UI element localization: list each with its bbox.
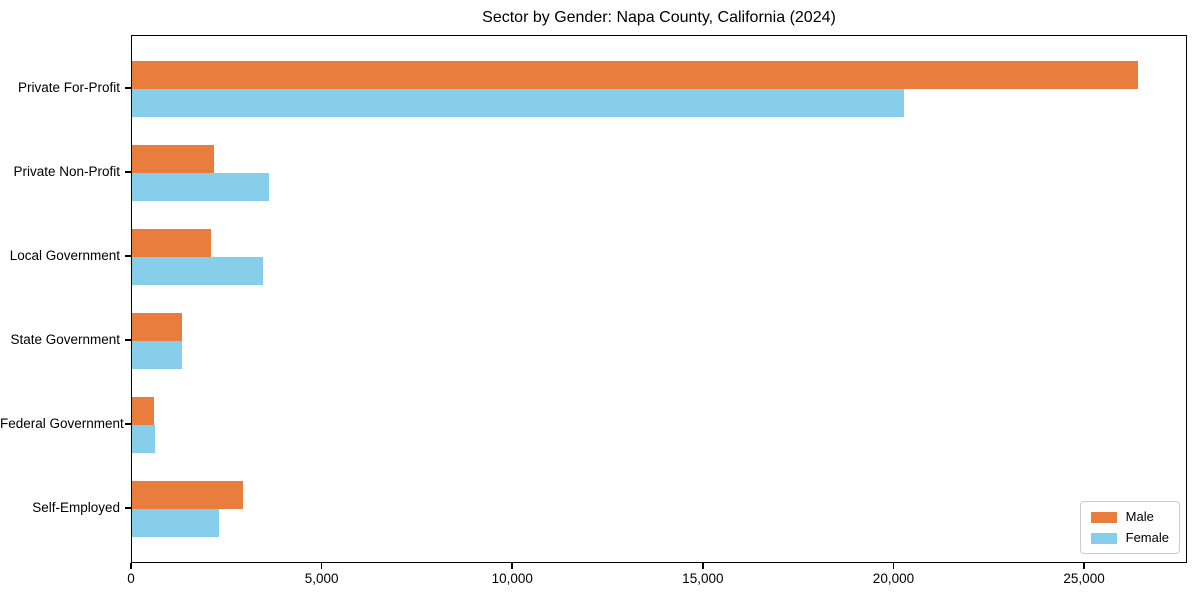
legend-swatch-male: [1090, 511, 1117, 523]
bar-male-4: [132, 313, 182, 341]
y-axis-label: Local Government: [9, 248, 120, 263]
y-axis-label: Federal Government: [0, 416, 124, 431]
legend-label: Male: [1125, 509, 1154, 524]
bar-female-6: [132, 509, 219, 537]
bar-female-1: [132, 89, 904, 117]
bar-male-2: [132, 145, 214, 173]
x-tick-label: 15,000: [682, 571, 724, 586]
x-tick-mark: [130, 563, 132, 569]
x-tick-label: 25,000: [1063, 571, 1105, 586]
bar-male-6: [132, 481, 243, 509]
y-tick-mark: [125, 423, 131, 425]
x-tick-mark: [511, 563, 513, 569]
y-axis-label: Self-Employed: [32, 500, 120, 515]
bar-female-5: [132, 425, 155, 453]
legend-item-male: Male: [1090, 509, 1169, 524]
x-tick-label: 10,000: [491, 571, 533, 586]
x-tick-mark: [702, 563, 704, 569]
x-tick-label: 20,000: [872, 571, 915, 586]
bar-male-1: [132, 61, 1138, 89]
y-tick-mark: [125, 171, 131, 173]
y-tick-mark: [125, 255, 131, 257]
x-tick-label: 5,000: [304, 571, 339, 586]
y-tick-mark: [125, 87, 131, 89]
bar-male-5: [132, 397, 154, 425]
legend: Male Female: [1079, 501, 1180, 554]
legend-item-female: Female: [1090, 530, 1169, 545]
plot-area: Male Female: [131, 35, 1187, 563]
y-axis-label: State Government: [10, 332, 120, 347]
legend-label: Female: [1125, 530, 1169, 545]
legend-swatch-female: [1090, 532, 1117, 544]
x-tick-mark: [1083, 563, 1085, 569]
bar-male-3: [132, 229, 211, 257]
x-tick-mark: [892, 563, 895, 569]
y-axis-label: Private Non-Profit: [13, 164, 120, 179]
bar-female-3: [132, 257, 263, 285]
y-axis-label: Private For-Profit: [17, 80, 120, 95]
chart-title: Sector by Gender: Napa County, Californi…: [482, 9, 836, 26]
bar-female-4: [132, 341, 182, 369]
bar-female-2: [132, 173, 269, 201]
x-tick-mark: [320, 563, 323, 569]
x-tick-label: 0: [127, 571, 135, 586]
y-tick-mark: [125, 507, 131, 509]
y-tick-mark: [125, 339, 131, 341]
